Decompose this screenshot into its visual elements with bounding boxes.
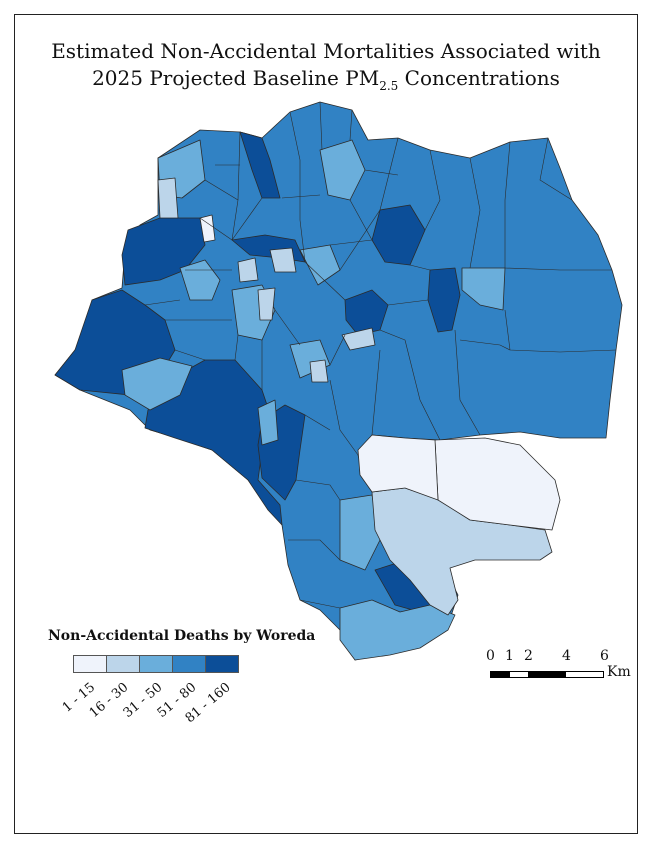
title-line-2-suffix: Concentrations xyxy=(398,66,560,90)
woreda-southwest-lower xyxy=(339,494,381,571)
woreda-regions xyxy=(54,101,623,661)
scale-tick-label: 1 xyxy=(505,648,514,664)
scale-tick-label: 2 xyxy=(524,648,533,664)
scale-segment xyxy=(565,672,603,677)
woreda-east-small xyxy=(461,267,506,311)
scale-segment xyxy=(491,672,510,677)
legend-title: Non-Accidental Deaths by Woreda xyxy=(48,628,316,644)
woreda-northwest-edge xyxy=(157,177,179,219)
woreda-southwest-small xyxy=(121,357,193,411)
scale-tick-label: 6 xyxy=(600,648,609,664)
woreda-southeast-east xyxy=(434,437,561,531)
title-pm-subscript: 2.5 xyxy=(379,79,399,93)
legend-swatch xyxy=(205,655,239,673)
woreda-north-mid xyxy=(319,139,366,201)
woreda-south-small xyxy=(257,399,279,446)
map-title: Estimated Non-Accidental Mortalities Ass… xyxy=(14,38,638,100)
title-line-2-prefix: 2025 Projected Baseline PM xyxy=(92,66,380,90)
legend-swatch xyxy=(172,655,206,673)
woreda-southwest xyxy=(144,359,283,526)
legend-swatch xyxy=(106,655,140,673)
map-frame xyxy=(14,14,638,834)
scale-tick-label: 4 xyxy=(562,648,571,664)
woreda-southeast-west xyxy=(357,434,439,501)
scale-bar xyxy=(490,671,604,678)
title-line-1: Estimated Non-Accidental Mortalities Ass… xyxy=(51,39,601,63)
title-line-2: 2025 Projected Baseline PM2.5 Concentrat… xyxy=(14,65,638,100)
woreda-center-2 xyxy=(257,287,276,321)
legend-swatches xyxy=(73,655,239,673)
woreda-center-4 xyxy=(309,359,329,383)
scale-tick-label: 0 xyxy=(486,648,495,664)
scale-bar-unit: Km xyxy=(607,664,631,680)
woreda-center-1 xyxy=(237,257,259,283)
legend-swatch xyxy=(139,655,173,673)
woreda-north-top xyxy=(239,131,281,199)
scale-segment xyxy=(528,672,566,677)
scale-segment xyxy=(509,672,529,677)
woreda-center-3 xyxy=(341,327,376,351)
woreda-south-tip xyxy=(339,599,456,661)
legend-swatch xyxy=(73,655,107,673)
woreda-center-5 xyxy=(269,247,297,273)
woreda-boundaries xyxy=(144,101,617,609)
woreda-west-tiny xyxy=(199,214,216,243)
